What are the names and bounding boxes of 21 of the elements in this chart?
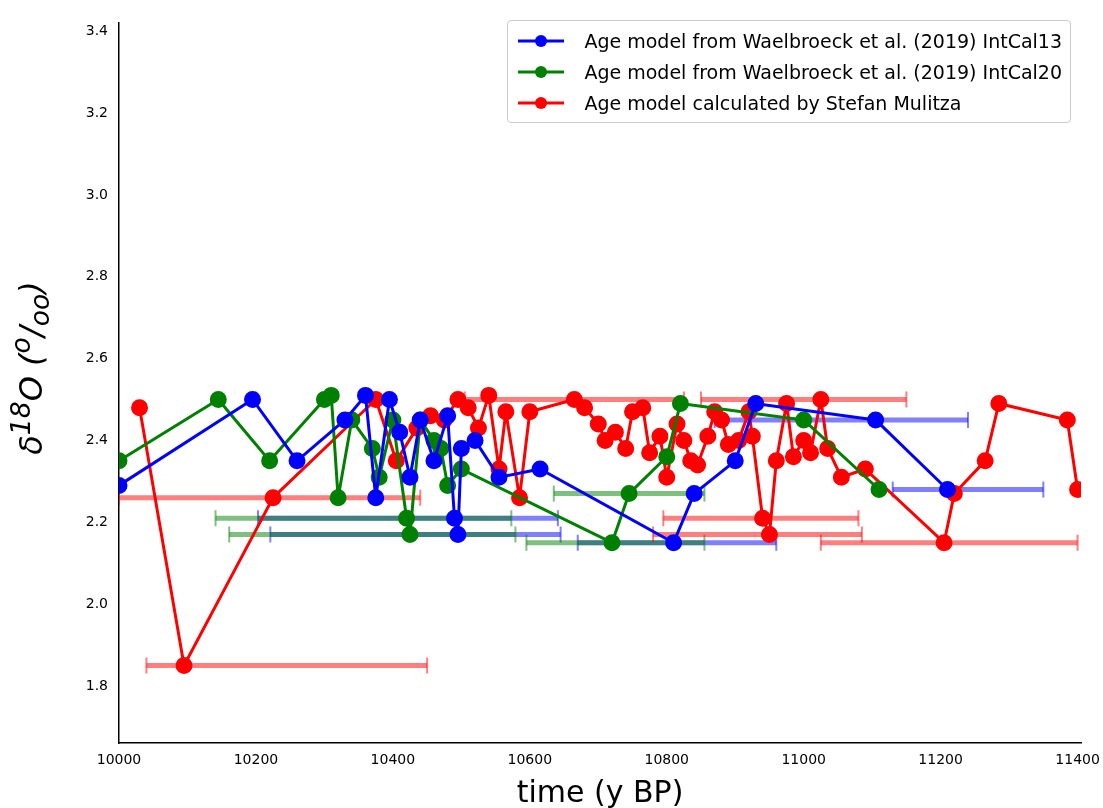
- legend-label: Age model from Waelbroeck et al. (2019) IntCal13: [584, 29, 1062, 52]
- x-tick-label: 10800: [644, 751, 690, 768]
- x-tick-label: 10000: [96, 751, 142, 768]
- y-tick-label: 2.6: [85, 349, 109, 366]
- y-tick-label: 2.2: [85, 512, 108, 529]
- legend-label: Age model calculated by Stefan Mulitza: [584, 91, 962, 114]
- y-tick-label: 3.2: [85, 103, 108, 120]
- x-tick-label: 11200: [918, 751, 963, 768]
- legend-label: Age model from Waelbroeck et al. (2019) IntCal20: [584, 60, 1062, 83]
- x-tick-label: 10400: [370, 751, 416, 768]
- x-tick-label: 11400: [1055, 751, 1100, 768]
- x-tick-label: 11000: [781, 751, 826, 768]
- y-tick-label: 2.4: [85, 431, 109, 448]
- x-tick-label: 10200: [233, 751, 279, 768]
- y-tick-label: 1.8: [85, 676, 108, 693]
- x-tick-label: 10600: [507, 751, 553, 768]
- y-tick-label: 3.4: [85, 21, 109, 38]
- y-tick-label: 3.0: [85, 185, 108, 202]
- y-tick-label: 2.0: [85, 594, 108, 611]
- x-axis-title: time (y BP): [516, 773, 684, 808]
- y-tick-label: 2.8: [85, 267, 108, 284]
